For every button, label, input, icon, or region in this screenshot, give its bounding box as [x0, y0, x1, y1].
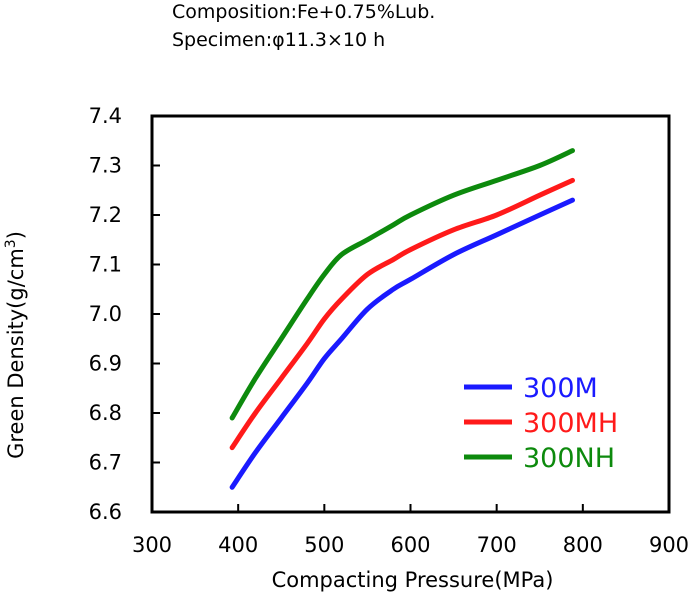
legend-label-300mh: 300MH	[523, 408, 618, 439]
series-line-300m	[229, 197, 575, 490]
x-tick-label: 700	[477, 533, 517, 557]
y-axis-title: Green Density(g/cm3)	[3, 231, 28, 459]
specimen-label: Specimen:φ11.3×10 h	[172, 29, 386, 51]
y-tick-label: 6.7	[89, 451, 122, 475]
y-tick-label: 7.1	[89, 253, 122, 277]
legend-label-300nh: 300NH	[523, 443, 615, 474]
y-axis-title-main: Green Density(g/cm	[4, 248, 28, 459]
x-tick-label: 300	[132, 533, 172, 557]
y-tick-label: 7.4	[89, 104, 122, 128]
legend: 300M 300MH 300NH	[464, 373, 618, 474]
x-tick-label: 500	[304, 533, 344, 557]
tick-marks	[151, 115, 670, 513]
y-tick-label: 7.2	[89, 203, 122, 227]
y-axis-title-superscript: 3	[3, 239, 19, 248]
y-tick-label: 6.9	[89, 352, 122, 376]
composition-label: Composition:Fe+0.75%Lub.	[172, 1, 436, 23]
x-tick-label: 600	[390, 533, 430, 557]
x-axis-title: Compacting Pressure(MPa)	[272, 568, 554, 592]
y-tick-label: 6.6	[89, 500, 122, 524]
y-tick-label: 7.3	[89, 154, 122, 178]
y-axis-title-end: )	[4, 231, 28, 239]
x-tick-label: 800	[563, 533, 603, 557]
series-line-300nh	[229, 148, 575, 421]
x-tick-labels: 300 400 500 600 700 800 900	[132, 533, 689, 557]
y-tick-label: 6.8	[89, 401, 122, 425]
legend-label-300m: 300M	[523, 373, 598, 404]
y-tick-labels: 6.6 6.7 6.8 6.9 7.0 7.1 7.2 7.3 7.4	[89, 104, 122, 524]
series-lines	[229, 148, 575, 490]
y-tick-label: 7.0	[89, 302, 122, 326]
series-line-300mh	[229, 177, 575, 451]
x-tick-label: 900	[649, 533, 689, 557]
x-tick-label: 400	[218, 533, 258, 557]
